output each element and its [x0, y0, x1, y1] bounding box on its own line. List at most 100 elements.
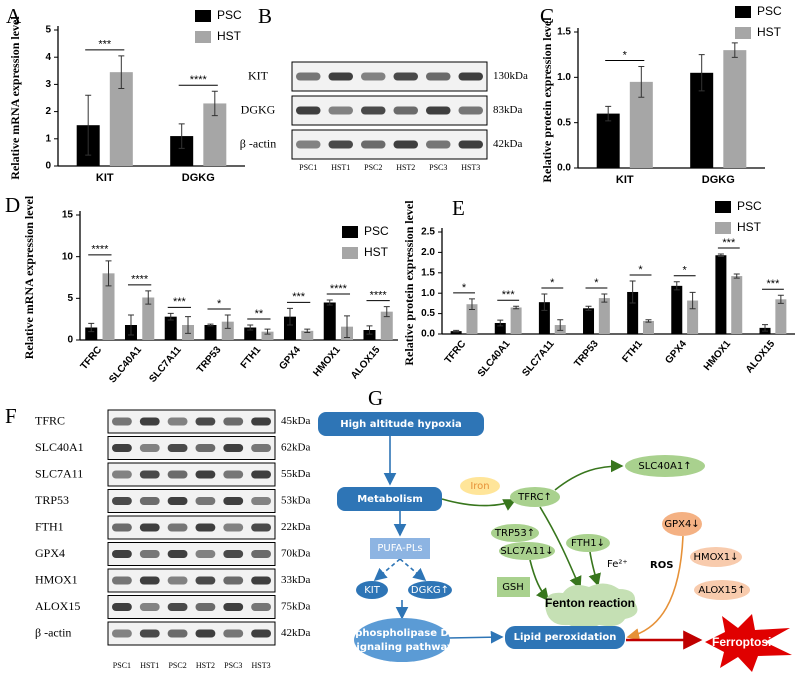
blot-band — [458, 106, 483, 115]
size-label: 53kDa — [281, 495, 310, 507]
x-tick-label: SLC40A1 — [107, 344, 144, 385]
blot-band — [167, 497, 188, 505]
error-bar — [645, 319, 652, 323]
node-box — [694, 580, 750, 600]
blot-band — [458, 140, 483, 149]
panel-label: D — [5, 193, 20, 217]
y-tick-label: 0 — [45, 161, 51, 172]
error-bar — [777, 294, 784, 304]
bar — [629, 81, 653, 168]
node-label: Fenton reaction — [545, 596, 635, 610]
y-tick-label: 5 — [45, 25, 51, 36]
error-bar — [629, 280, 636, 304]
blot-band — [139, 603, 160, 611]
significance-label: **** — [131, 274, 149, 286]
significance-label: **** — [330, 283, 348, 295]
significance-label: * — [550, 277, 555, 289]
error-bar — [207, 323, 214, 327]
blot-band — [112, 497, 132, 505]
y-tick-label: 1.5 — [557, 27, 571, 38]
blot-band — [251, 550, 271, 558]
size-label: 33kDa — [281, 574, 310, 586]
significance-label: * — [594, 277, 599, 289]
legend-swatch — [195, 31, 211, 43]
node-label: SLC7A11↓ — [500, 546, 553, 557]
legend-label: PSC — [217, 8, 242, 22]
bar — [775, 299, 787, 334]
error-bar — [178, 123, 185, 149]
blot-band — [112, 629, 132, 638]
error-bar — [497, 319, 504, 327]
lane-label: PSC3 — [224, 661, 242, 670]
node-box — [690, 547, 742, 567]
bar — [671, 285, 683, 334]
node-label: High altitude hypoxia — [340, 419, 462, 430]
error-bar — [366, 325, 373, 335]
node-box — [408, 581, 452, 599]
x-tick-label: HMOX1 — [702, 338, 734, 373]
blot-band — [139, 497, 160, 505]
significance-label: *** — [292, 291, 306, 303]
blot-band — [139, 470, 160, 479]
node-label: GPX4↓ — [664, 519, 699, 530]
blot-band — [426, 106, 451, 115]
row-label: TFRC — [35, 413, 65, 427]
bar — [261, 331, 274, 340]
error-bar — [673, 281, 680, 291]
blot-band — [223, 470, 244, 479]
x-tick-label: TRP53 — [195, 344, 224, 375]
x-tick-label: GPX4 — [663, 338, 689, 366]
blot-band — [195, 470, 216, 479]
x-tick-label: FTH1 — [620, 338, 645, 365]
blot-band — [167, 470, 188, 479]
bar — [466, 304, 478, 334]
size-label: 42kDa — [493, 138, 522, 150]
blot-frame — [107, 489, 276, 513]
node-label: HMOX1↓ — [694, 552, 739, 563]
node-label: ROS — [650, 560, 673, 571]
blot-band — [112, 550, 132, 558]
x-tick-label: TFRC — [79, 345, 105, 373]
lane-label: HST1 — [140, 661, 159, 670]
node-box — [356, 581, 388, 599]
blot-frame — [107, 542, 276, 566]
bar — [301, 330, 314, 340]
size-label: 45kDa — [281, 415, 310, 427]
blot-frame — [291, 129, 488, 160]
bar — [164, 316, 177, 340]
x-tick-label: FTH1 — [239, 344, 264, 371]
blot-band — [251, 444, 271, 452]
error-bar — [601, 293, 608, 303]
y-tick-label: 2.5 — [421, 227, 435, 238]
node-box — [370, 538, 430, 559]
error-bar — [286, 307, 293, 326]
error-bar — [762, 324, 769, 332]
x-tick-label: SLC7A11 — [147, 344, 184, 385]
blot-band — [251, 523, 271, 532]
row-label: ALOX15 — [35, 599, 80, 613]
blot-frame — [107, 436, 276, 460]
size-label: 55kDa — [281, 468, 310, 480]
bar — [204, 325, 217, 340]
row-label: TRP53 — [35, 493, 69, 507]
legend-swatch — [195, 10, 211, 22]
y-tick-label: 1 — [45, 133, 51, 144]
y-axis-label: Relative mRNA expression level — [8, 16, 22, 180]
blot-band — [296, 140, 321, 149]
blot-frame — [107, 409, 276, 434]
error-bar — [638, 65, 645, 98]
error-bar — [731, 42, 738, 58]
bar — [85, 327, 98, 340]
bar — [723, 50, 747, 169]
legend-label: HST — [217, 29, 242, 43]
blot-band — [361, 140, 386, 149]
y-tick-label: 0.5 — [421, 308, 435, 319]
legend-swatch — [342, 247, 358, 259]
error-bar — [211, 90, 218, 117]
node-label: ALOX15↑ — [698, 585, 745, 596]
blot-band — [167, 629, 188, 638]
y-tick-label: 2 — [45, 106, 51, 117]
node-label: FTH1↓ — [571, 538, 605, 549]
blot-band — [361, 72, 386, 81]
blot-band — [195, 603, 216, 611]
